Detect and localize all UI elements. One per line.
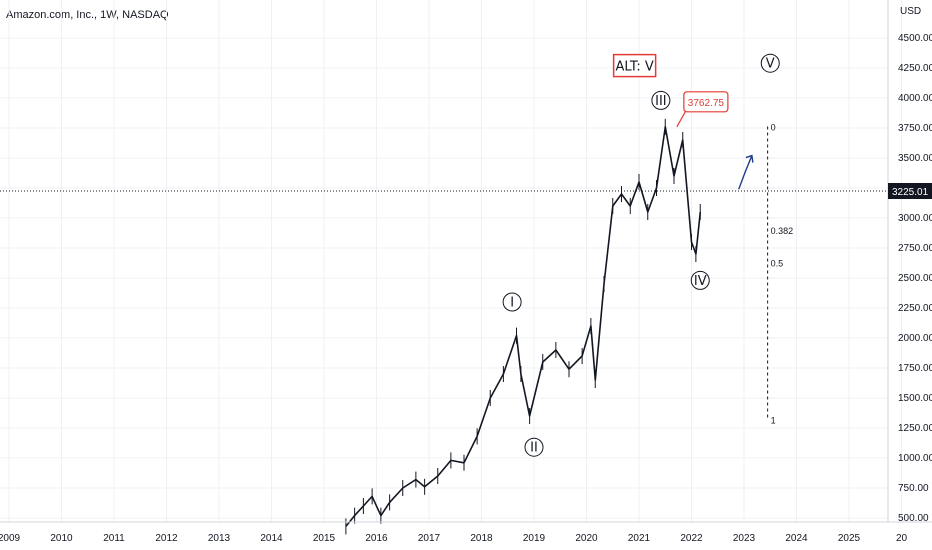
x-tick-label: 2019 [523, 533, 546, 544]
y-tick-label: 500.00 [898, 513, 929, 524]
y-tick-label: 1750.00 [898, 363, 932, 374]
x-tick-label: 2021 [628, 533, 651, 544]
wave-circle [651, 90, 671, 110]
x-tick-label: 2018 [470, 533, 493, 544]
wave-label: III [655, 94, 667, 109]
last-price-badge [888, 182, 932, 199]
x-tick-label: 2014 [260, 533, 283, 544]
y-axis[interactable]: 500.00 750.00 1000.00 1250.00 1500.00 1750.00… [887, 0, 932, 524]
y-tick-label: 3500.00 [898, 153, 932, 164]
y-tick-label: 2500.00 [898, 273, 932, 284]
fib-levels: 0 0.382 0.5 1 [767, 122, 794, 426]
x-axis[interactable]: 2009 2010 2011 2012 2013 2014 2015 2016 2017 2018… [0, 521, 932, 544]
wave-label: V [766, 57, 775, 72]
y-tick-label: 1250.00 [898, 423, 932, 434]
wave-label: II [530, 441, 538, 456]
price-callout-box [683, 91, 729, 113]
last-price-label: 3225.01 [892, 187, 929, 198]
x-tick-label: 2011 [103, 533, 125, 544]
x-tick-label: 2012 [155, 533, 178, 544]
x-tick-label: 2023 [733, 533, 756, 544]
wave-circle [760, 53, 780, 73]
grid [0, 0, 902, 522]
x-tick-label: 2020 [575, 533, 598, 544]
x-tick-label: 2010 [50, 533, 73, 544]
y-tick-label: 3000.00 [898, 213, 932, 224]
x-tick-label: 2017 [418, 533, 441, 544]
x-tick-label: 2015 [313, 533, 336, 544]
price-series [0, 118, 888, 535]
x-tick-label: 2009 [0, 533, 21, 544]
x-tick-label: 20 [896, 533, 908, 544]
fib-level-label: 0 [771, 122, 776, 132]
y-tick-label: 3750.00 [898, 123, 932, 134]
price-line [345, 126, 702, 527]
y-tick-label: 2250.00 [898, 303, 932, 314]
wave-circle [690, 270, 710, 290]
y-tick-label: 4500.00 [898, 33, 932, 44]
projection-arrow [738, 155, 753, 190]
y-tick-label: 4250.00 [898, 63, 932, 74]
alt-v-box [612, 53, 657, 78]
projection-arrowhead [745, 154, 754, 163]
x-tick-label: 2024 [785, 533, 808, 544]
wave-circle [524, 437, 544, 457]
fib-level-label: 0.382 [771, 226, 794, 236]
fib-level-label: 0.5 [771, 258, 784, 268]
wave-circle [502, 292, 522, 312]
x-tick-label: 2025 [838, 533, 861, 544]
y-tick-label: 1500.00 [898, 393, 932, 404]
wave-label: I [510, 296, 514, 311]
x-tick-label: 2022 [680, 533, 703, 544]
y-tick-label: 1000.00 [898, 453, 932, 464]
y-tick-label: 2750.00 [898, 243, 932, 254]
alt-v-label: ALT: V [615, 60, 653, 75]
currency-label: USD [900, 6, 921, 17]
y-tick-label: 4000.00 [898, 93, 932, 104]
fib-level-label: 1 [771, 416, 776, 426]
x-tick-label: 2016 [365, 533, 388, 544]
y-tick-label: 2000.00 [898, 333, 932, 344]
price-callout-pointer [676, 110, 687, 128]
x-tick-label: 2013 [208, 533, 231, 544]
wave-label: IV [694, 274, 707, 289]
price-callout-label: 3762.75 [688, 98, 725, 109]
y-tick-label: 750.00 [898, 483, 929, 494]
chart-title: Amazon.com, Inc., 1W, NASDAQ [6, 9, 169, 21]
